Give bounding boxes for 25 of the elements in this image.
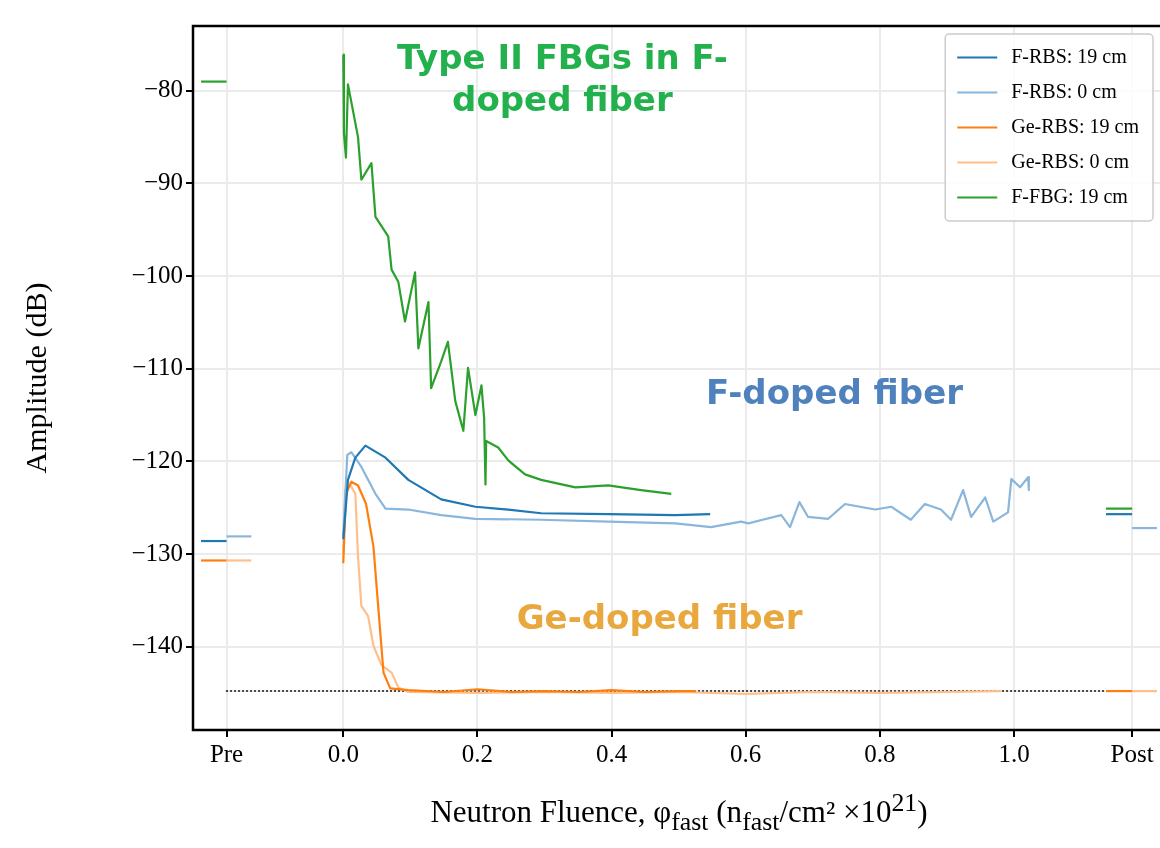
- y-axis-title: Amplitude (dB): [18, 282, 53, 474]
- y-tick-label: −110: [132, 353, 183, 381]
- y-tick-label: −100: [131, 260, 183, 288]
- x-tick-label: 0.2: [461, 739, 494, 767]
- y-tick-label: −140: [131, 631, 183, 659]
- x-tick-label: Pre: [209, 739, 244, 767]
- y-tick-label: −90: [143, 168, 183, 196]
- x-axis-title: Neutron Fluence, φ$_{fast}$ (n$_{fast}$/cm² ×10$^{21}$): [429, 788, 929, 837]
- legend-label: F-FBG: 19 cm: [1011, 184, 1129, 207]
- legend-label: F-RBS: 0 cm: [1011, 79, 1118, 102]
- x-tick-label: Post: [1110, 739, 1154, 767]
- y-tick-label: −130: [131, 538, 183, 566]
- x-tick-label: 0.6: [730, 739, 762, 767]
- x-tick-label: 1.0: [998, 739, 1030, 767]
- legend-label: Ge-RBS: 0 cm: [1011, 149, 1130, 172]
- annotation: Ge-doped fiber: [516, 597, 803, 638]
- annotation: F-doped fiber: [706, 371, 964, 412]
- x-tick-label: 0.4: [595, 739, 628, 767]
- legend-label: Ge-RBS: 19 cm: [1011, 114, 1140, 137]
- legend-label: F-RBS: 19 cm: [1011, 44, 1128, 67]
- y-tick-label: −120: [131, 445, 183, 473]
- annotation: Type II FBGs in F-doped fiber: [396, 37, 728, 120]
- x-tick-label: 0.0: [327, 739, 359, 767]
- x-tick-label: 0.8: [864, 739, 896, 767]
- y-tick-label: −80: [143, 75, 183, 103]
